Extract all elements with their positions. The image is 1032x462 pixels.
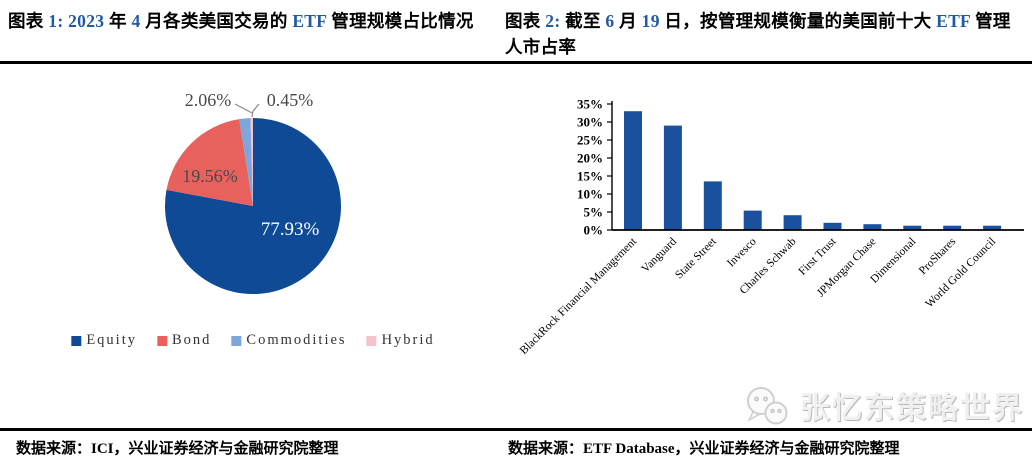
- legend-item-equity: Equity: [71, 332, 137, 349]
- heading-segment: 图表: [505, 11, 546, 31]
- y-tick-label: 20%: [577, 151, 603, 166]
- heading-segment: ETF: [292, 11, 327, 31]
- bar-chart: 0% 5% 10% 15% 20% 25% 30% 35% BlackRock Financia…: [518, 97, 1024, 357]
- legend-swatch: [157, 335, 167, 346]
- divider-bottom: [0, 428, 1032, 431]
- pie-label-bond: 19.56%: [182, 166, 238, 186]
- heading-segment: 管理人市占率: [505, 11, 1011, 57]
- bar-invesco: [743, 210, 762, 230]
- heading-segment: 1: 2023: [48, 11, 105, 31]
- y-tick-label: 0%: [584, 223, 604, 238]
- heading-segment: 4: [131, 11, 141, 31]
- pie-slice-hybrid: [250, 118, 253, 206]
- bar-proshares: [943, 225, 962, 230]
- heading-segment: 截至: [565, 11, 606, 31]
- pie-slice-equity: [165, 118, 342, 294]
- heading-segment: 6: [605, 11, 615, 31]
- heading-segment: 管理规模占比情况: [326, 11, 474, 31]
- legend-swatch: [366, 335, 377, 346]
- figure1-source: 数据来源：ICI，兴业证券经济与金融研究院整理: [16, 437, 339, 458]
- bar-state-street: [703, 181, 722, 230]
- pie-slice-bond: [166, 119, 253, 206]
- wechat-icon: [747, 387, 788, 425]
- divider-top: [0, 61, 1032, 64]
- source-label: 数据来源：: [16, 441, 92, 457]
- legend-label: Hybrid: [381, 332, 435, 348]
- x-tick-label: BlackRock Financial Management: [518, 235, 640, 357]
- x-tick-label: First Trust: [796, 235, 839, 278]
- legend-swatch: [231, 335, 242, 346]
- legend-swatch: [71, 335, 82, 346]
- bar-charles-schwab: [783, 215, 802, 230]
- bar-blackrock-financial-management: [624, 111, 642, 230]
- source-text: ICI，兴业证券经济与金融研究院整理: [91, 441, 339, 457]
- bar-jpmorgan-chase: [863, 224, 882, 230]
- x-tick-label: Vanguard: [639, 235, 679, 275]
- bar-vanguard: [663, 125, 682, 230]
- legend-item-bond: Bond: [157, 332, 211, 349]
- bar-dimensional: [903, 225, 922, 230]
- heading-segment: 月各类美国交易的: [140, 11, 293, 31]
- x-tick-label: State Street: [673, 235, 719, 281]
- pie-legend: Equity Bond Commodities Hybrid: [71, 332, 434, 349]
- heading-segment: 2:: [545, 11, 566, 31]
- y-tick-label: 5%: [584, 205, 604, 220]
- pie-label-commodities: 2.06%: [184, 90, 232, 110]
- watermark-text: 张忆东策略世界: [800, 391, 1024, 426]
- source-text: ETF Database，兴业证券经济与金融研究院整理: [583, 441, 900, 457]
- heading-segment: 图表: [8, 11, 49, 31]
- pie-chart: [165, 118, 342, 294]
- x-tick-label: Invesco: [725, 235, 759, 269]
- legend-item-commodities: Commodities: [231, 332, 346, 349]
- heading-segment: 月: [614, 11, 642, 31]
- figure1-title: 图表 1: 2023 年 4 月各类美国交易的 ETF 管理规模占比情况: [8, 8, 494, 34]
- y-tick-label: 30%: [577, 115, 603, 130]
- legend-item-hybrid: Hybrid: [366, 332, 435, 349]
- bar-world-gold-council: [983, 225, 1002, 230]
- heading-segment: 日，按管理规模衡量的美国前十大: [659, 11, 937, 31]
- pie-slice-commodities: [239, 118, 253, 206]
- legend-label: Commodities: [246, 332, 347, 348]
- pie-label-equity: 77.93%: [260, 219, 320, 240]
- heading-segment: ETF: [936, 11, 971, 31]
- figure2-source: 数据来源：ETF Database，兴业证券经济与金融研究院整理: [508, 437, 900, 458]
- legend-label: Bond: [172, 332, 212, 348]
- pie-label-hybrid: 0.45%: [266, 90, 314, 110]
- pie-leader-lines: [234, 103, 260, 118]
- bar-first-trust: [823, 222, 842, 230]
- y-tick-label: 35%: [577, 97, 603, 112]
- y-tick-label: 10%: [577, 187, 603, 202]
- watermark: 张忆东策略世界: [743, 384, 1024, 430]
- source-label: 数据来源：: [508, 441, 584, 457]
- y-tick-label: 15%: [577, 169, 603, 184]
- figure2-title: 图表 2: 截至 6 月 19 日，按管理规模衡量的美国前十大 ETF 管理人市…: [505, 8, 1027, 60]
- y-tick-label: 25%: [577, 133, 603, 148]
- legend-label: Equity: [86, 332, 137, 348]
- heading-segment: 年: [104, 11, 132, 31]
- x-tick-label: World Gold Council: [924, 236, 999, 311]
- x-tick-label: ProShares: [917, 235, 959, 277]
- heading-segment: 19: [641, 11, 660, 31]
